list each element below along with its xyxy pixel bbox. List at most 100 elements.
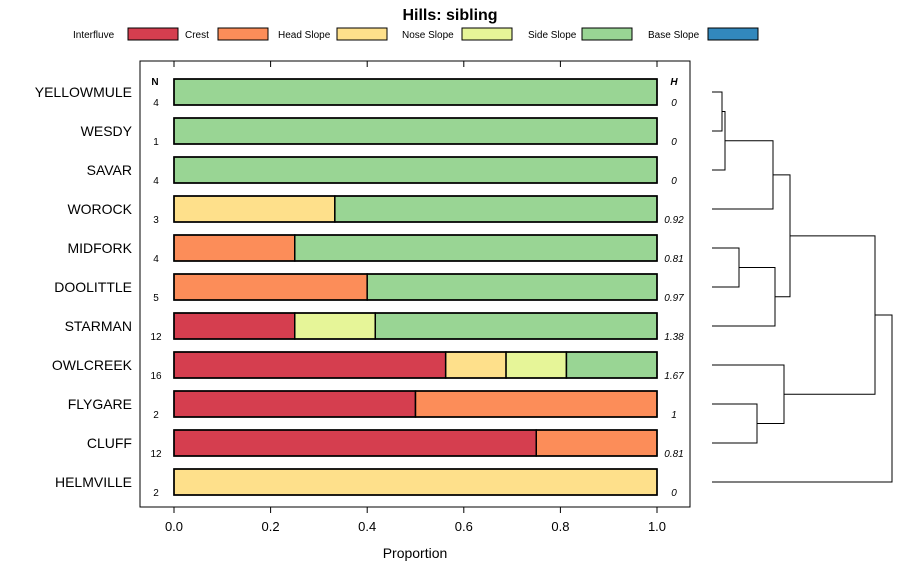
- h-value: 0: [671, 488, 677, 499]
- bar-outline: [173, 468, 658, 496]
- n-value: 2: [153, 410, 159, 421]
- n-value: 4: [153, 254, 159, 265]
- h-header: H: [670, 77, 678, 88]
- bar-outline: [173, 117, 658, 145]
- row-label: WESDY: [81, 123, 133, 139]
- dendrogram-link: [712, 91, 723, 132]
- row-flygare: FLYGARE 2 1: [68, 390, 677, 421]
- dendrogram-link: [712, 247, 740, 288]
- n-value: 3: [153, 215, 159, 226]
- bar-segment-nose-slope: [505, 351, 568, 379]
- row-cluff: CLUFF 12 0.81: [87, 429, 684, 460]
- n-value: 4: [153, 176, 159, 187]
- legend-label-interfluve: Interfluve: [73, 30, 115, 41]
- row-label: SAVAR: [87, 162, 132, 178]
- chart-title: Hills: sibling: [402, 7, 497, 24]
- bar-segment-head-slope: [173, 195, 336, 223]
- n-value: 1: [153, 137, 159, 148]
- row-owlcreek: OWLCREEK 16 1.67: [52, 351, 684, 382]
- bar-segment-crest: [173, 234, 296, 262]
- row-worock: WOROCK 3 0.92: [67, 195, 684, 226]
- legend-label-side-slope: Side Slope: [528, 30, 577, 41]
- bar-outline: [173, 234, 658, 262]
- legend-label-base-slope: Base Slope: [648, 30, 700, 41]
- bar-segment-interfluve: [173, 351, 447, 379]
- n-value: 12: [150, 449, 162, 460]
- legend-label-crest: Crest: [185, 30, 209, 41]
- bar-outline: [173, 429, 658, 457]
- axis-ticks: 0.0 0.2 0.4 0.6 0.8 1.0: [165, 61, 666, 534]
- dendrogram-link: [712, 364, 785, 424]
- n-value: 4: [153, 98, 159, 109]
- bar-segment-head-slope: [173, 468, 658, 496]
- bar-segment-crest: [173, 273, 368, 301]
- n-value: 2: [153, 488, 159, 499]
- x-axis-label: Proportion: [383, 545, 448, 561]
- h-value: 0.97: [664, 293, 684, 304]
- bar-segment-side-slope: [294, 234, 658, 262]
- bar-outline: [173, 273, 658, 301]
- h-value: 1.38: [664, 332, 684, 343]
- x-tick-label: 0.2: [262, 519, 280, 534]
- h-value: 0: [671, 137, 677, 148]
- bar-segment-interfluve: [173, 390, 417, 418]
- dendrogram-link: [712, 314, 893, 483]
- bar-segment-crest: [535, 429, 658, 457]
- bar-outline: [173, 312, 658, 340]
- x-tick-label: 1.0: [648, 519, 666, 534]
- row-doolittle: DOOLITTLE 5 0.97: [54, 273, 684, 304]
- dendrogram-link: [712, 140, 774, 210]
- x-tick-label: 0.4: [358, 519, 376, 534]
- x-tick-label: 0.6: [455, 519, 473, 534]
- bar-segment-side-slope: [173, 117, 658, 145]
- bar-outline: [173, 195, 658, 223]
- bar-segment-side-slope: [173, 156, 658, 184]
- bar-outline: [173, 351, 658, 379]
- row-helmville: HELMVILLE 2 0: [55, 468, 677, 499]
- bar-segment-crest: [414, 390, 658, 418]
- bar-segment-head-slope: [444, 351, 507, 379]
- h-value: 0: [671, 98, 677, 109]
- row-label: YELLOWMULE: [35, 84, 132, 100]
- row-label: STARMAN: [65, 318, 132, 334]
- dendrogram-link: [784, 235, 876, 395]
- legend-swatch-nose-slope: [461, 27, 513, 41]
- legend-swatch-head-slope: [336, 27, 388, 41]
- legend-swatch-side-slope: [581, 27, 633, 41]
- row-label: FLYGARE: [68, 396, 132, 412]
- dendrogram-link: [712, 403, 758, 444]
- row-yellowmule: YELLOWMULE 4 0: [35, 78, 677, 109]
- bar-segment-side-slope: [334, 195, 658, 223]
- bar-segment-side-slope: [173, 78, 658, 106]
- row-savar: SAVAR 4 0: [87, 156, 677, 187]
- plot-frame: [139, 60, 691, 508]
- bar-outline: [173, 78, 658, 106]
- legend-swatch-crest: [217, 27, 269, 41]
- n-value: 5: [153, 293, 159, 304]
- row-starman: STARMAN 12 1.38: [65, 312, 684, 343]
- bar-segment-interfluve: [173, 312, 296, 340]
- row-label: MIDFORK: [67, 240, 132, 256]
- h-value: 0: [671, 176, 677, 187]
- row-label: DOOLITTLE: [54, 279, 132, 295]
- dendrogram: [712, 91, 893, 483]
- h-value: 0.81: [664, 254, 683, 265]
- bar-segment-side-slope: [374, 312, 658, 340]
- dendrogram-link: [712, 111, 726, 171]
- row-midfork: MIDFORK 4 0.81: [67, 234, 684, 265]
- row-wesdy: WESDY 1 0: [81, 117, 677, 148]
- legend-swatch-interfluve: [127, 27, 179, 41]
- h-value: 0.92: [664, 215, 684, 226]
- dendrogram-link: [773, 174, 791, 298]
- legend-swatch-base-slope: [707, 27, 759, 41]
- bar-segment-side-slope: [366, 273, 658, 301]
- legend-label-nose-slope: Nose Slope: [402, 30, 454, 41]
- x-tick-label: 0.0: [165, 519, 183, 534]
- h-value: 0.81: [664, 449, 683, 460]
- row-label: HELMVILLE: [55, 474, 132, 490]
- n-value: 16: [150, 371, 162, 382]
- bar-segment-nose-slope: [294, 312, 377, 340]
- dendrogram-link: [712, 267, 776, 327]
- bar-outline: [173, 390, 658, 418]
